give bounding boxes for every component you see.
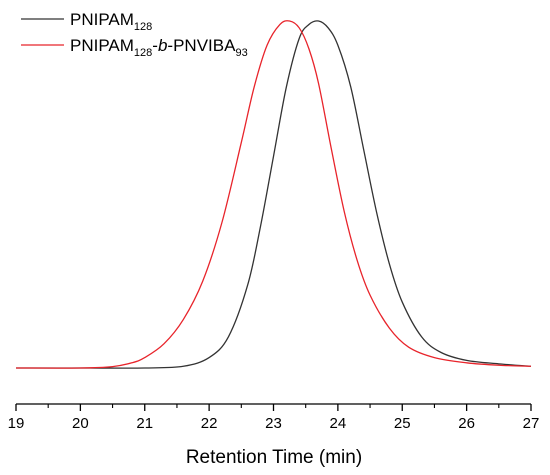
legend: PNIPAM128 PNIPAM128-b-PNVIBA93 [21, 10, 248, 59]
x-axis-title: Retention Time (min) [186, 447, 362, 468]
x-tick-label: 26 [458, 415, 475, 432]
x-tick-label: 22 [201, 415, 218, 432]
x-tick-label: 21 [136, 415, 153, 432]
series-line-pnipam [16, 20, 532, 369]
x-tick-label: 24 [330, 415, 347, 432]
legend-entry-pnipam: PNIPAM128 [70, 10, 152, 33]
x-tick-label: 27 [523, 415, 540, 432]
x-tick-label: 25 [394, 415, 411, 432]
legend-entry-block-copolymer: PNIPAM128-b-PNVIBA93 [70, 36, 248, 59]
x-tick-label: 20 [72, 415, 89, 432]
series-lines [15, 20, 532, 369]
x-tick-label: 19 [8, 415, 25, 432]
x-axis: 19 20 21 22 23 24 25 26 27 [8, 403, 540, 432]
series-line-block-copolymer [15, 20, 532, 369]
x-tick-label: 23 [265, 415, 282, 432]
